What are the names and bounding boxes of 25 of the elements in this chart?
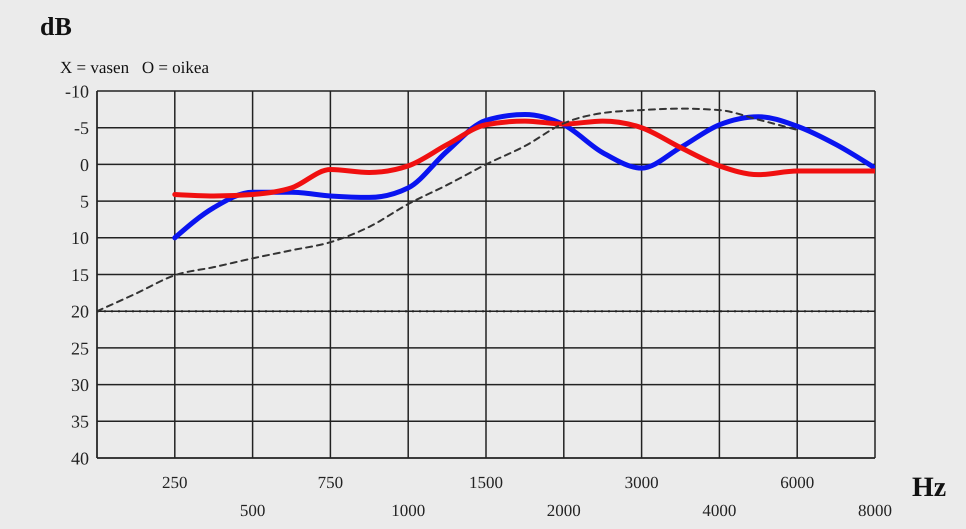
x-tick-label: 1000 (391, 501, 426, 520)
x-tick-label: 6000 (780, 473, 814, 492)
x-tick-label: 8000 (858, 501, 892, 520)
x-tick-label: 4000 (702, 501, 736, 520)
x-tick-label: 3000 (624, 473, 659, 492)
y-tick-label: 0 (80, 154, 89, 175)
x-tick-label: 500 (240, 501, 266, 520)
y-tick-label: 40 (71, 448, 89, 468)
y-axis-title: dB (40, 12, 72, 42)
y-tick-label: 5 (80, 191, 89, 212)
x-tick-label: 2000 (546, 501, 581, 520)
x-tick-label: 250 (162, 473, 188, 492)
y-tick-label: -5 (74, 118, 89, 138)
y-tick-label: 10 (71, 228, 89, 248)
x-tick-label: 1500 (469, 473, 503, 492)
y-tick-label: 30 (71, 374, 89, 395)
y-tick-label: 25 (71, 338, 89, 358)
y-tick-label: 15 (71, 264, 89, 285)
y-tick-label: 20 (71, 302, 89, 322)
y-tick-label: -10 (65, 81, 89, 102)
y-tick-label: 35 (71, 412, 89, 432)
line-series (97, 108, 798, 312)
x-tick-label: 750 (318, 473, 344, 492)
text: X = vasen O = oikea (60, 58, 209, 78)
x-axis-title: Hz (912, 472, 946, 504)
